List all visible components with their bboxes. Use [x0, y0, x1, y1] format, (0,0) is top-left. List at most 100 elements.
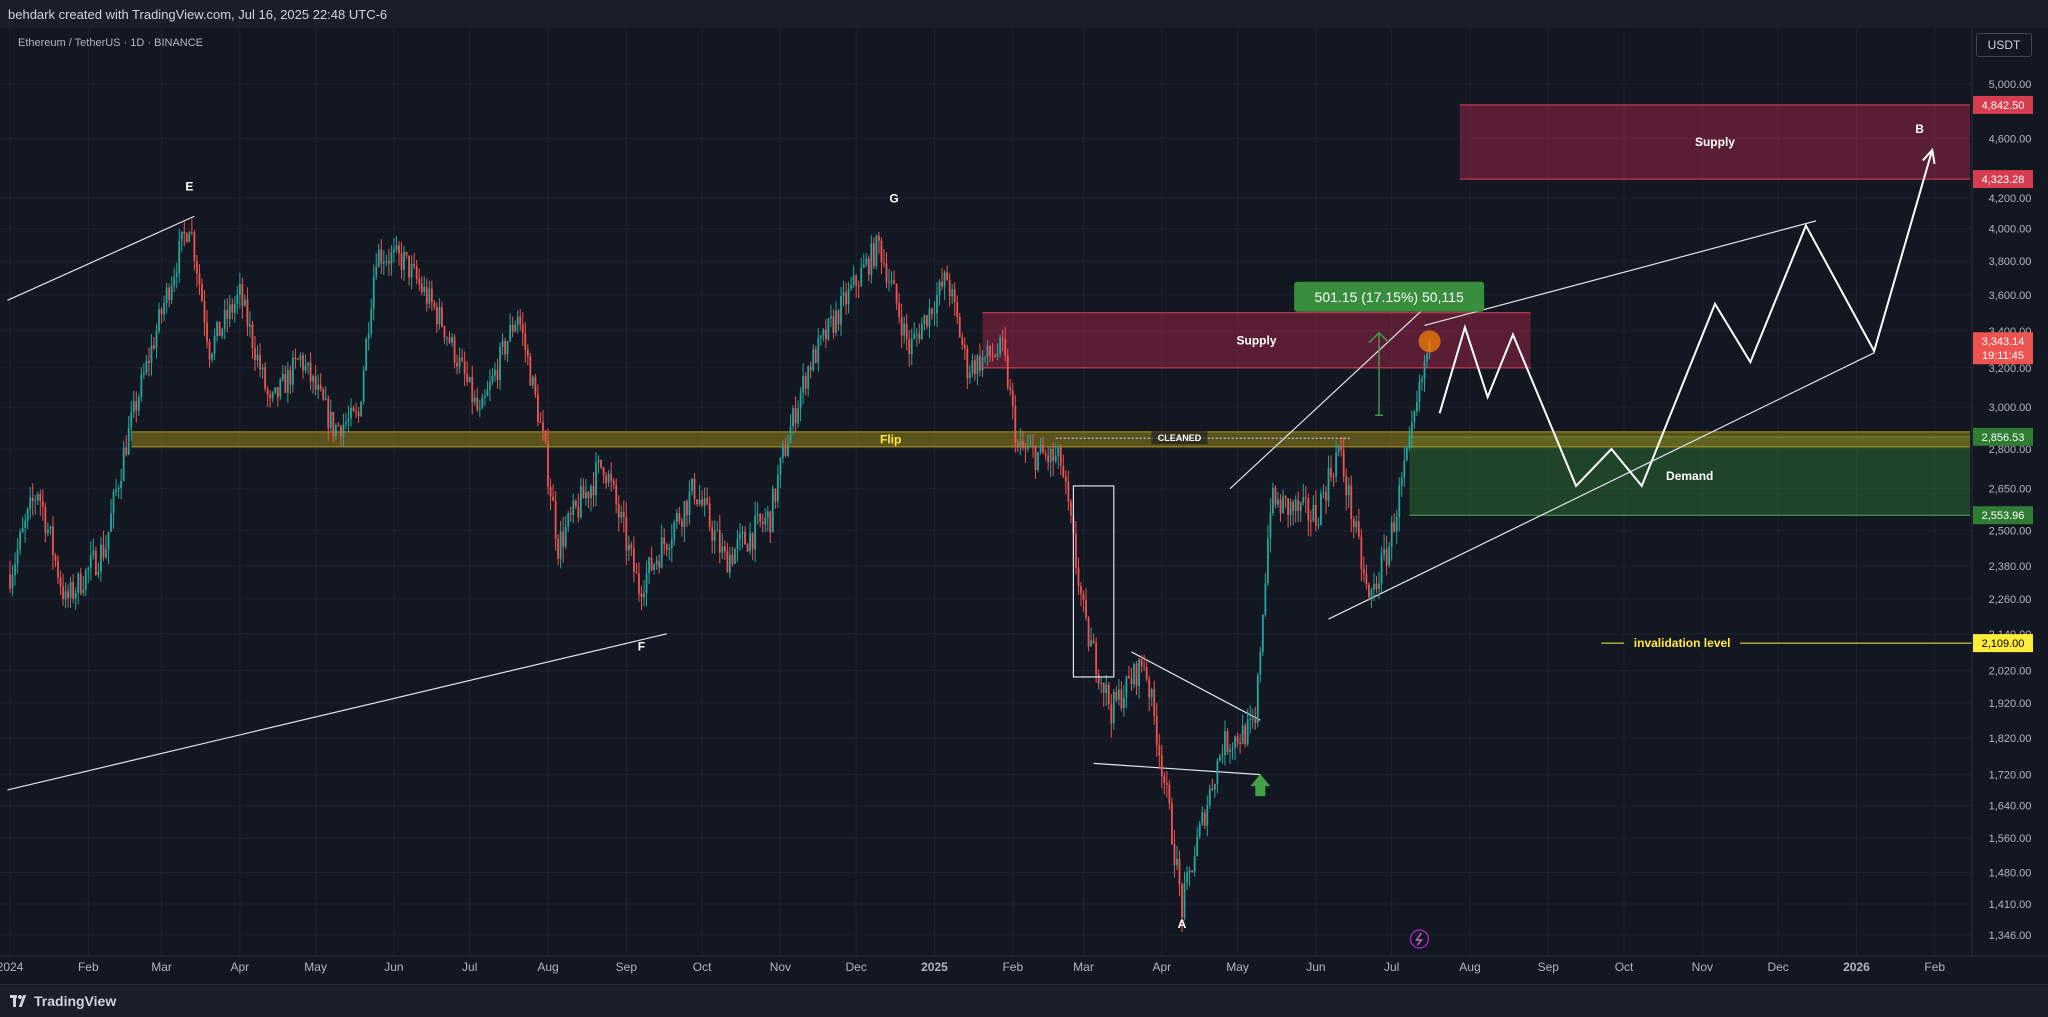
- candle-body: [713, 530, 716, 541]
- time-tick-label: Jun: [1306, 960, 1325, 974]
- candle-body: [759, 513, 762, 522]
- candle-body: [622, 512, 625, 518]
- tradingview-logo[interactable]: TradingView: [10, 993, 116, 1009]
- price-tick-label: 1,820.00: [1989, 733, 2032, 745]
- wave-label-b: B: [1915, 122, 1924, 136]
- candle-body: [979, 355, 981, 371]
- candle-body: [1251, 718, 1254, 720]
- candle-body: [890, 280, 893, 282]
- candle-body: [898, 303, 901, 317]
- time-tick-label: Nov: [770, 960, 791, 974]
- candle-body: [963, 344, 966, 348]
- candle-body: [655, 560, 658, 565]
- candle-body: [74, 592, 77, 599]
- candle-body: [860, 267, 863, 286]
- candle-body: [206, 322, 208, 342]
- candle-body: [855, 275, 858, 286]
- currency-selector-button[interactable]: USDT: [1976, 33, 2032, 57]
- candle-body: [567, 513, 570, 527]
- trendline: [1424, 220, 1817, 327]
- candle-body: [976, 355, 979, 375]
- wave-label-f: F: [638, 639, 645, 653]
- candle-body: [226, 309, 229, 320]
- time-tick-label: Apr: [1152, 960, 1171, 974]
- demand-zone: [1409, 436, 1971, 516]
- candle-body: [787, 443, 789, 457]
- time-tick-label: Nov: [1692, 960, 1713, 974]
- time-tick-label: 2026: [1843, 960, 1870, 974]
- time-tick-label: Aug: [537, 960, 558, 974]
- candle-body: [1069, 501, 1072, 516]
- candle-body: [231, 304, 234, 313]
- time-scale[interactable]: 2024 Feb Mar Apr May Jun Jul Aug Sep Oct Nov Dec 202…: [0, 960, 1945, 974]
- candle-body: [658, 560, 661, 568]
- candle-body: [438, 307, 441, 325]
- candle-body: [627, 544, 630, 551]
- candle-body: [1299, 502, 1302, 511]
- price-tag-label: 2,856.53: [1982, 432, 2025, 444]
- candle-body: [1330, 468, 1332, 477]
- candle-body: [1388, 546, 1391, 566]
- candle-body: [49, 526, 52, 529]
- candle-body: [390, 252, 393, 264]
- candle-body: [264, 367, 267, 389]
- candle-body: [122, 447, 125, 481]
- candle-body: [928, 308, 931, 327]
- candle-body: [632, 548, 635, 572]
- candle-body: [1325, 492, 1327, 501]
- candle-body: [557, 538, 560, 559]
- candle-body: [52, 526, 54, 556]
- price-scale[interactable]: 5,000.00 4,600.00 4,200.00 4,000.00 3,800.00…: [1989, 79, 2032, 942]
- tradingview-logo-icon: [10, 995, 28, 1007]
- lightning-icon: [1414, 932, 1424, 946]
- candle-body: [145, 360, 148, 373]
- candle-body: [1105, 684, 1108, 693]
- price-chart[interactable]: Supply Supply Demand Flip E F G A B CLEANED inval…: [0, 28, 2048, 984]
- candle-body: [1168, 784, 1171, 804]
- candle-body: [34, 500, 37, 502]
- price-tick-label: 2,020.00: [1989, 666, 2032, 678]
- candle-body: [900, 316, 903, 336]
- projection-path: [1438, 149, 1934, 488]
- candle-body: [1044, 453, 1047, 456]
- candle-body: [1408, 436, 1411, 448]
- candle-body: [329, 412, 332, 429]
- candle-body: [249, 324, 251, 327]
- candle-body: [137, 397, 140, 411]
- candle-body: [312, 375, 315, 382]
- candle-body: [1165, 783, 1168, 785]
- candle-body: [319, 384, 322, 390]
- price-tick-label: 1,720.00: [1989, 770, 2032, 782]
- time-tick-label: Dec: [1767, 960, 1788, 974]
- candle-body: [304, 365, 307, 371]
- candle-body: [1117, 689, 1120, 700]
- candle-body: [585, 491, 587, 499]
- candles-layer: [9, 219, 1431, 933]
- candle-body: [1244, 725, 1247, 745]
- wave-label-a: A: [1178, 917, 1187, 931]
- candle-body: [792, 408, 794, 427]
- candle-body: [1309, 520, 1312, 522]
- candle-body: [1001, 337, 1004, 339]
- candle-body: [120, 480, 123, 488]
- candle-body: [668, 548, 671, 550]
- candle-body: [289, 369, 292, 385]
- candle-body: [1090, 640, 1092, 647]
- candle-body: [696, 499, 698, 505]
- candle-body: [1352, 518, 1355, 528]
- candle-body: [451, 336, 453, 343]
- candle-body: [334, 425, 337, 436]
- candle-body: [1365, 573, 1368, 585]
- candle-body: [393, 248, 395, 253]
- candle-body: [812, 349, 815, 371]
- candle-body: [1087, 617, 1090, 647]
- candle-body: [221, 328, 224, 337]
- candle-body: [1130, 678, 1133, 685]
- candle-body: [339, 426, 342, 438]
- candle-body: [14, 564, 16, 576]
- candle-body: [933, 313, 936, 315]
- candle-body: [89, 555, 92, 569]
- candle-body: [739, 533, 741, 539]
- candle-body: [835, 310, 837, 333]
- candle-body: [625, 517, 628, 551]
